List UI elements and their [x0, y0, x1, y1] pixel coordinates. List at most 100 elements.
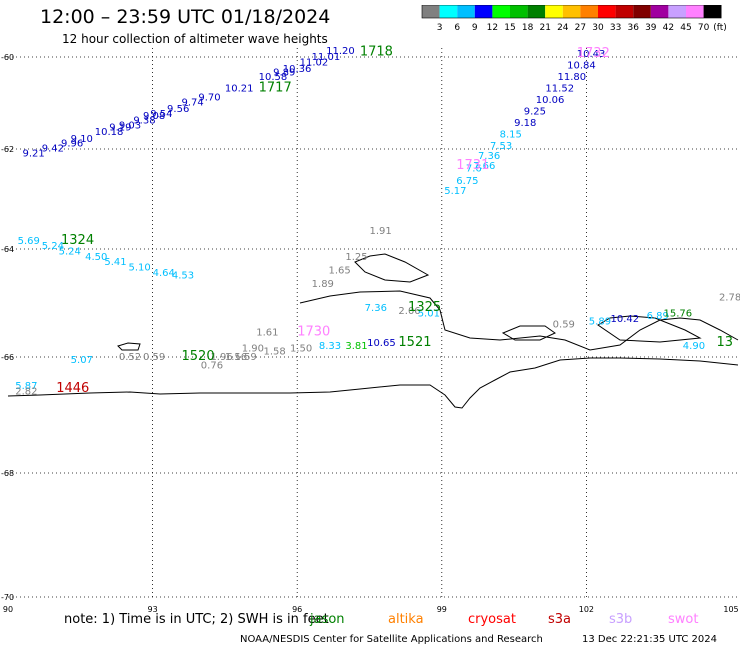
wave-height-label: 7.53 — [490, 141, 512, 152]
wave-height-label: 5.07 — [71, 355, 93, 366]
footer-note: note: 1) Time is in UTC; 2) SWH is in fe… — [64, 612, 329, 627]
map-title: 12:00 – 23:59 UTC 01/18/2024 — [40, 6, 331, 28]
wave-height-label: 10.36 — [283, 64, 312, 75]
colorbar-swatch — [668, 5, 686, 18]
wave-height-label: 11.01 — [312, 52, 341, 63]
colorbar-swatch — [457, 5, 475, 18]
wave-height-label: 1.25 — [345, 252, 367, 263]
colorbar-tick-label: 18 — [522, 23, 534, 33]
colorbar-unit: (ft) — [713, 23, 727, 33]
mission-label: cryosat — [468, 612, 516, 627]
wave-height-label: 7.36 — [478, 151, 500, 162]
wave-height-label: 0.59 — [553, 319, 575, 330]
wave-height-label: 9.03 — [119, 120, 141, 131]
wave-height-map: 90 93 96 99 102 105-60-62-64-66-68-7011.2011.… — [1, 45, 740, 612]
colorbar-swatch — [439, 5, 458, 18]
wave-height-label: 9.10 — [71, 134, 93, 145]
wave-height-label: 9.70 — [198, 93, 220, 104]
wave-height-label: 9.38 — [133, 116, 155, 127]
generation-timestamp: 13 Dec 22:21:35 UTC 2024 — [582, 634, 717, 645]
wave-height-label: 5.01 — [418, 309, 440, 320]
wave-height-label: 10.18 — [95, 127, 124, 138]
mission-label: altika — [388, 612, 424, 627]
wave-height-label: 2.78 — [719, 292, 740, 303]
mission-label: s3a — [548, 612, 572, 627]
wave-height-label: 0.76 — [201, 361, 223, 372]
mission-label: swot — [668, 612, 699, 627]
wave-height-label: 10.58 — [259, 72, 288, 83]
colorbar-tick-label: 45 — [680, 23, 691, 33]
longitude-label: 90 — [3, 605, 13, 612]
pass-time-label: 1325 — [408, 300, 441, 315]
wave-height-label: 7.66 — [473, 161, 495, 172]
colorbar-swatch — [545, 5, 563, 18]
colorbar-swatch — [615, 5, 634, 18]
wave-height-label: 9.42 — [42, 144, 64, 155]
wave-height-label: 1.61 — [256, 327, 278, 338]
colorbar-swatch — [510, 5, 528, 18]
wave-height-label: 10.42 — [611, 314, 640, 325]
wave-height-label: 8.33 — [319, 341, 341, 352]
wave-height-label: 11.20 — [326, 46, 355, 57]
wave-height-label: 10.43 — [577, 49, 606, 60]
colorbar-swatch — [422, 5, 440, 18]
colorbar-tick-label: 27 — [575, 23, 586, 33]
pass-time-label: 1324 — [61, 233, 94, 248]
wave-height-label: 1.91 — [370, 226, 392, 237]
wave-height-label: 9.19 — [109, 123, 131, 134]
map-subtitle: 12 hour collection of altimeter wave hei… — [62, 32, 328, 46]
wave-height-label: 7.36 — [365, 303, 387, 314]
colorbar-swatch — [492, 5, 510, 18]
wave-height-label: 5.24 — [59, 246, 81, 257]
wave-height-label: 9.96 — [61, 139, 83, 150]
island-outline — [597, 315, 702, 343]
colorbar-frame — [421, 5, 722, 19]
colorbar-tick-label: 3 — [437, 23, 443, 33]
mission-label: jason — [310, 612, 345, 627]
pass-time-label: 1730 — [297, 324, 330, 339]
colorbar-tick-label: 42 — [663, 23, 674, 33]
island-outline — [501, 325, 556, 341]
colorbar-tick-label: 12 — [487, 23, 498, 33]
longitude-label: 102 — [579, 605, 594, 612]
wave-height-label: 1.65 — [329, 265, 351, 276]
mission-label: s3b — [609, 612, 633, 627]
wave-height-label: 10.84 — [567, 61, 596, 72]
wave-height-label: 11.52 — [545, 84, 574, 95]
latitude-label: -68 — [1, 469, 14, 478]
colorbar-swatch — [650, 5, 669, 18]
colorbar-tick-label: 6 — [454, 23, 460, 33]
latitude-label: -64 — [1, 245, 14, 254]
colorbar-tick-label: 33 — [610, 23, 621, 33]
wave-height-label: 5.87 — [15, 381, 37, 392]
wave-height-label: 4.50 — [85, 252, 107, 263]
wave-height-label: 1.58 — [263, 346, 285, 357]
longitude-label: 99 — [437, 605, 447, 612]
wave-height-label: 6.75 — [456, 176, 478, 187]
colorbar-tick-label: 9 — [472, 23, 478, 33]
pass-time-label: 13 — [717, 335, 734, 350]
latitude-label: -70 — [1, 593, 14, 602]
wave-height-label: 9.18 — [514, 118, 536, 129]
wave-height-label: 4.90 — [683, 341, 705, 352]
pass-time-label: 1521 — [398, 335, 431, 350]
colorbar-tick-label: 30 — [592, 23, 604, 33]
ice-shelf-edge — [299, 290, 739, 351]
wave-height-label: 9.89 — [273, 67, 295, 78]
wave-height-label: 11.80 — [557, 72, 586, 83]
wave-height-label: 8.15 — [500, 130, 522, 141]
coastline — [7, 357, 739, 409]
wave-height-label: 7.6 — [466, 164, 482, 175]
wave-height-label: 5.17 — [444, 186, 466, 197]
wave-height-label: 11.02 — [300, 57, 329, 68]
wave-height-label: 0.52 — [119, 352, 141, 363]
wave-height-label: 5.10 — [129, 263, 151, 274]
colorbar-tick-label: 24 — [557, 23, 569, 33]
wave-height-label: 5.24 — [42, 241, 64, 252]
wave-height-label: 9.74 — [182, 97, 204, 108]
wave-height-label: 9.08 — [143, 111, 165, 122]
wave-height-label: 15.76 — [664, 309, 693, 320]
wave-height-label: 2.82 — [15, 387, 37, 398]
wave-height-label: 4.53 — [172, 271, 194, 282]
wave-height-label: 1.89 — [312, 279, 334, 290]
